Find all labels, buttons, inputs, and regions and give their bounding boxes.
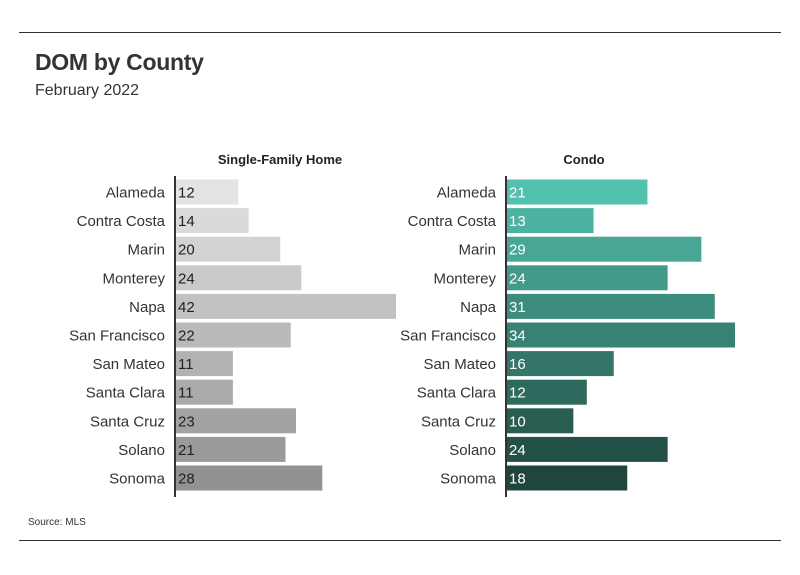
condo-category-label-marin: Marin bbox=[458, 242, 496, 259]
condo-category-label-alameda: Alameda bbox=[437, 185, 497, 202]
sfh-value-label-san-mateo: 11 bbox=[178, 356, 194, 373]
chart-title: DOM by County bbox=[35, 49, 204, 75]
condo-category-label-sonoma: Sonoma bbox=[440, 471, 497, 488]
condo-bar-solano bbox=[506, 436, 668, 462]
sfh-category-label-alameda: Alameda bbox=[106, 185, 166, 202]
condo-bar-san-mateo bbox=[506, 351, 614, 377]
condo-bar-santa-cruz bbox=[506, 408, 574, 434]
condo-bar-santa-clara bbox=[506, 379, 587, 405]
condo-category-label-santa-cruz: Santa Cruz bbox=[421, 413, 496, 430]
sfh-bar-san-francisco bbox=[175, 322, 291, 348]
sfh-value-label-santa-cruz: 23 bbox=[178, 413, 195, 430]
condo-category-label-monterey: Monterey bbox=[433, 270, 496, 287]
condo-value-label-santa-cruz: 10 bbox=[509, 413, 526, 430]
condo-panel-title: Condo bbox=[563, 152, 604, 167]
sfh-category-label-contra-costa: Contra Costa bbox=[77, 213, 166, 230]
chart-subtitle: February 2022 bbox=[35, 82, 140, 99]
condo-value-label-san-francisco: 34 bbox=[509, 328, 526, 345]
condo-value-label-alameda: 21 bbox=[509, 185, 526, 202]
sfh-category-label-marin: Marin bbox=[127, 242, 165, 259]
sfh-bar-santa-clara bbox=[175, 379, 233, 405]
sfh-value-label-santa-clara: 11 bbox=[178, 385, 194, 402]
sfh-value-label-solano: 21 bbox=[178, 442, 195, 459]
sfh-category-label-napa: Napa bbox=[129, 299, 166, 316]
sfh-category-label-santa-clara: Santa Clara bbox=[86, 385, 166, 402]
top-rule bbox=[19, 32, 781, 33]
sfh-panel-title: Single-Family Home bbox=[218, 152, 342, 167]
condo-category-label-san-francisco: San Francisco bbox=[400, 328, 496, 345]
sfh-category-label-solano: Solano bbox=[118, 442, 165, 459]
sfh-bar-marin bbox=[175, 236, 281, 262]
condo-category-label-solano: Solano bbox=[449, 442, 496, 459]
sfh-value-label-alameda: 12 bbox=[178, 185, 195, 202]
sfh-value-label-san-francisco: 22 bbox=[178, 328, 195, 345]
sfh-value-label-marin: 20 bbox=[178, 242, 195, 259]
sfh-value-label-contra-costa: 14 bbox=[178, 213, 195, 230]
condo-value-label-marin: 29 bbox=[509, 242, 526, 259]
condo-value-label-santa-clara: 12 bbox=[509, 385, 526, 402]
sfh-bar-contra-costa bbox=[175, 208, 249, 234]
sfh-category-label-monterey: Monterey bbox=[102, 270, 165, 287]
condo-bar-sonoma bbox=[506, 465, 628, 491]
sfh-category-label-san-mateo: San Mateo bbox=[92, 356, 165, 373]
sfh-value-label-monterey: 24 bbox=[178, 270, 195, 287]
condo-bar-contra-costa bbox=[506, 208, 594, 234]
condo-value-label-solano: 24 bbox=[509, 442, 526, 459]
condo-value-label-sonoma: 18 bbox=[509, 471, 526, 488]
sfh-bar-solano bbox=[175, 436, 286, 462]
source-note: Source: MLS bbox=[28, 517, 86, 528]
sfh-category-label-sonoma: Sonoma bbox=[109, 471, 166, 488]
sfh-bar-monterey bbox=[175, 265, 302, 291]
sfh-bar-santa-cruz bbox=[175, 408, 297, 434]
condo-bar-marin bbox=[506, 236, 702, 262]
sfh-bar-sonoma bbox=[175, 465, 323, 491]
condo-value-label-contra-costa: 13 bbox=[509, 213, 526, 230]
condo-category-label-santa-clara: Santa Clara bbox=[417, 385, 497, 402]
sfh-bar-alameda bbox=[175, 179, 239, 205]
condo-category-label-contra-costa: Contra Costa bbox=[408, 213, 497, 230]
condo-category-label-napa: Napa bbox=[460, 299, 497, 316]
sfh-category-label-santa-cruz: Santa Cruz bbox=[90, 413, 165, 430]
condo-value-label-san-mateo: 16 bbox=[509, 356, 526, 373]
sfh-category-label-san-francisco: San Francisco bbox=[69, 328, 165, 345]
condo-bar-napa bbox=[506, 293, 715, 319]
condo-bar-san-francisco bbox=[506, 322, 735, 348]
condo-value-label-napa: 31 bbox=[509, 299, 526, 316]
sfh-value-label-napa: 42 bbox=[178, 299, 195, 316]
sfh-bar-san-mateo bbox=[175, 351, 233, 377]
condo-category-label-san-mateo: San Mateo bbox=[423, 356, 496, 373]
sfh-value-label-sonoma: 28 bbox=[178, 471, 195, 488]
condo-bar-monterey bbox=[506, 265, 668, 291]
sfh-bar-napa bbox=[175, 293, 396, 319]
bottom-rule bbox=[19, 540, 781, 541]
condo-value-label-monterey: 24 bbox=[509, 270, 526, 287]
condo-bar-alameda bbox=[506, 179, 648, 205]
